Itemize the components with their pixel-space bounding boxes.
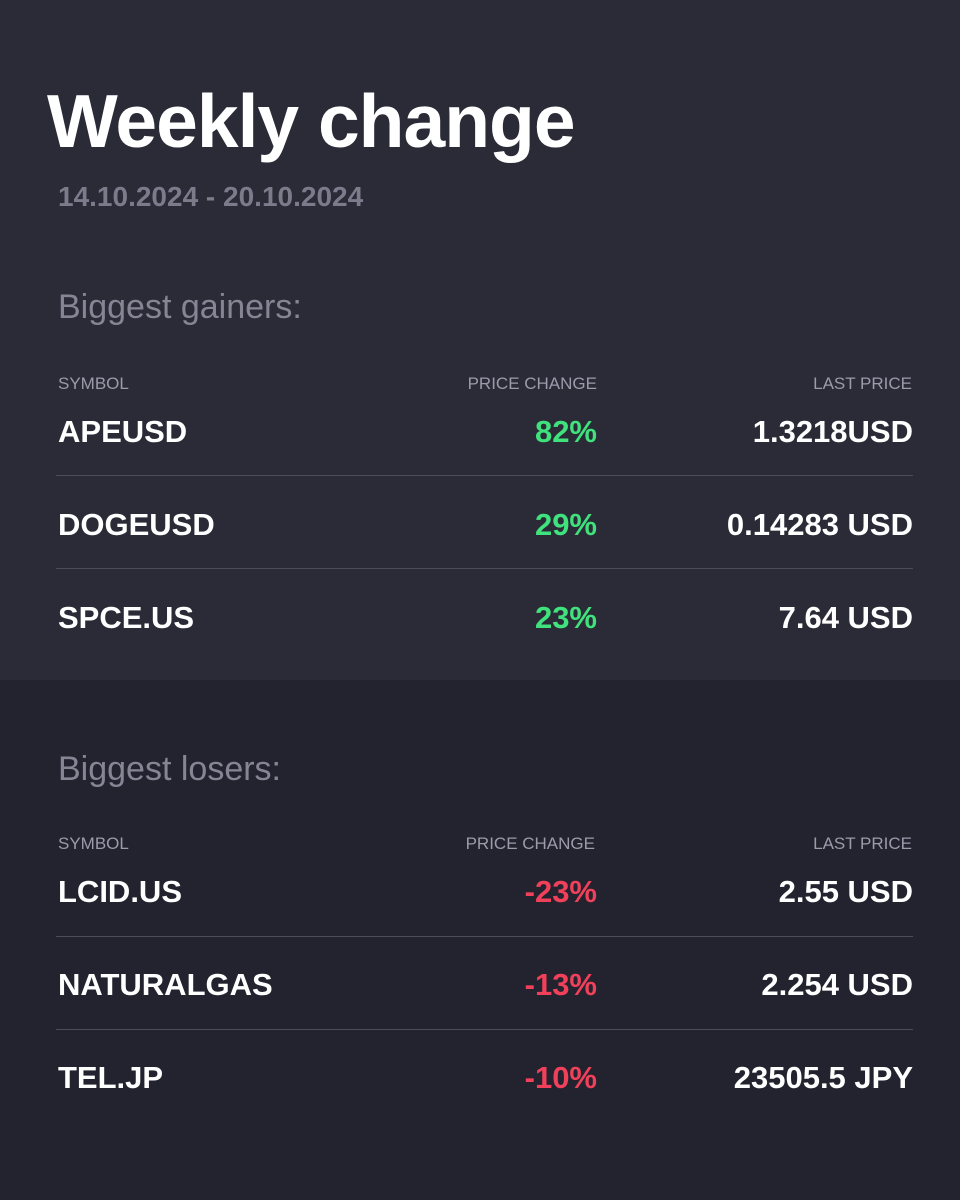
gainers-price-header: LAST PRICE	[813, 374, 912, 393]
losers-change-header: PRICE CHANGE	[465, 834, 595, 853]
loser-symbol: NATURALGAS	[58, 967, 273, 1002]
losers-panel	[0, 680, 960, 1200]
gainer-change: 29%	[534, 507, 597, 542]
loser-price: 2.55 USD	[778, 874, 913, 909]
loser-change: -13%	[524, 967, 597, 1002]
gainer-change: 23%	[534, 600, 597, 635]
row-divider	[56, 568, 913, 569]
loser-change: -23%	[524, 874, 597, 909]
row-divider	[56, 1029, 913, 1030]
loser-price: 23505.5 JPY	[733, 1060, 913, 1095]
loser-row: NATURALGAS -13% 2.254 USD	[56, 969, 913, 1062]
loser-symbol: TEL.JP	[58, 1060, 164, 1095]
gainer-symbol: APEUSD	[58, 414, 188, 449]
row-divider	[56, 475, 913, 476]
loser-change: -10%	[524, 1060, 597, 1095]
losers-symbol-header: SYMBOL	[58, 834, 129, 853]
gainer-row: APEUSD 82% 1.3218USD	[56, 416, 913, 509]
date-range: 14.10.2024 - 20.10.2024	[58, 181, 364, 212]
gainer-row: SPCE.US 23% 7.64 USD	[56, 602, 913, 695]
gainers-symbol-header: SYMBOL	[58, 374, 129, 393]
row-divider	[56, 936, 913, 937]
loser-symbol: LCID.US	[58, 874, 182, 909]
loser-row: TEL.JP -10% 23505.5 JPY	[56, 1062, 913, 1155]
loser-price: 2.254 USD	[761, 967, 913, 1002]
losers-price-header: LAST PRICE	[813, 834, 912, 853]
page-title: Weekly change	[47, 79, 576, 163]
gainer-row: DOGEUSD 29% 0.14283 USD	[56, 509, 913, 602]
gainer-price: 0.14283 USD	[726, 507, 913, 542]
gainers-change-header: PRICE CHANGE	[467, 374, 597, 393]
gainer-change: 82%	[534, 414, 597, 449]
loser-row: LCID.US -23% 2.55 USD	[56, 876, 913, 969]
losers-heading: Biggest losers:	[58, 750, 281, 788]
gainers-heading: Biggest gainers:	[58, 288, 302, 326]
gainer-price: 1.3218USD	[752, 414, 913, 449]
gainer-symbol: SPCE.US	[58, 600, 195, 635]
gainer-price: 7.64 USD	[778, 600, 913, 635]
gainers-panel	[0, 0, 960, 680]
gainer-symbol: DOGEUSD	[58, 507, 215, 542]
